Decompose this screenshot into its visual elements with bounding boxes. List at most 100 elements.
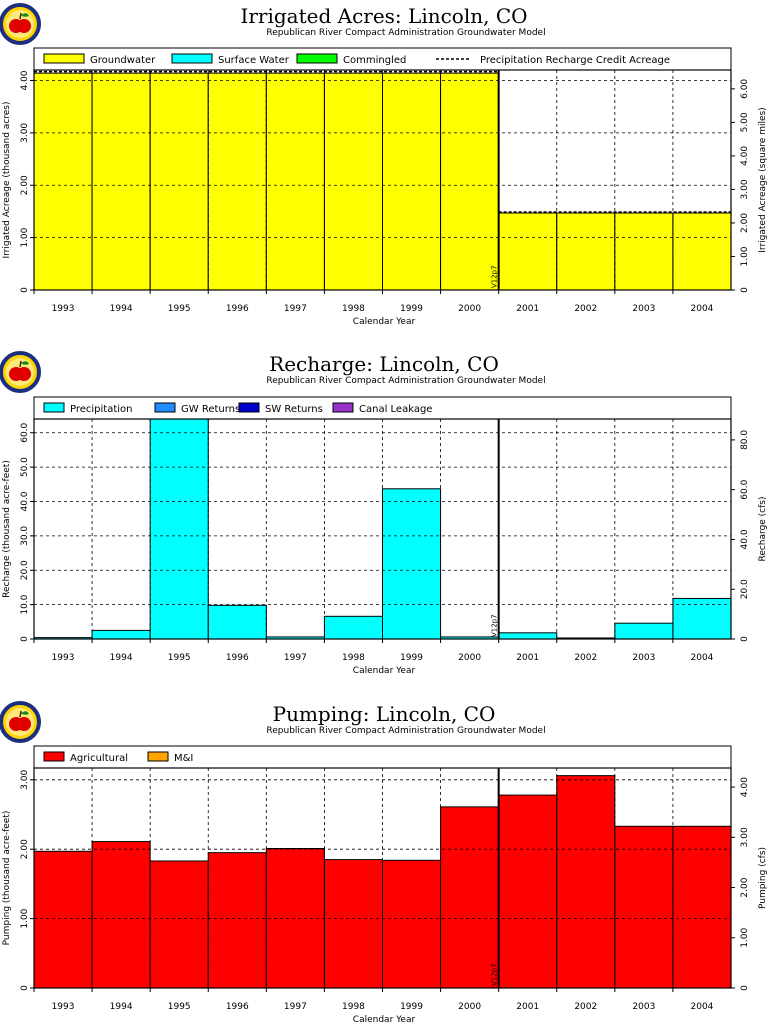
x-tick-label: 1993 [52,1002,75,1012]
x-tick-label: 2003 [632,653,655,663]
y-axis-title: Recharge (thousand acre-feet) [2,460,12,598]
version-marker-label: V12p7 [491,265,499,288]
legend-label: Agricultural [70,753,128,764]
bar-2004 [672,825,732,989]
grid-lines [34,70,731,290]
x-axis-title: Calendar Year [353,666,416,676]
y-tick-label: 30.0 [20,526,30,546]
y2-tick-label: 4.00 [740,777,750,797]
legend-label: GW Returns [181,404,240,415]
x-tick-label: 2004 [691,1002,714,1012]
chart-subtitle: Republican River Compact Administration … [266,28,545,38]
y-tick-label: 0 [20,636,30,642]
x-tick-label: 1997 [284,304,307,314]
x-tick-label: 1998 [342,304,365,314]
y-axis-title: Irrigated Acreage (thousand acres) [2,101,12,258]
bar-2003 [614,212,674,291]
bar-1995 [149,418,209,640]
x-tick-label: 1994 [110,1002,133,1012]
y2-tick-label: 0 [740,287,750,293]
y-tick-label: 20.0 [20,560,30,580]
apple-stem-2 [19,360,22,368]
legend-label: Precipitation Recharge Credit Acreage [480,55,670,66]
apple-leaf-3 [21,711,29,715]
y2-axis-title: Pumping (cfs) [758,847,768,909]
y-tick-label: 3.00 [20,770,30,790]
y2-tick-label: 1.00 [740,246,750,266]
y-tick-label: 4.00 [20,70,30,90]
bar-1994 [91,72,151,291]
y2-tick-label: 3.00 [740,827,750,847]
y2-tick-label: 0 [740,636,750,642]
x-tick-label: 1995 [168,304,191,314]
y2-tick-label: 80.0 [740,430,750,450]
bar-2001 [498,212,558,291]
recharge-credit-line [34,70,731,213]
apple-leaf-2 [21,361,29,365]
x-tick-label: 2002 [574,1002,597,1012]
legend-label: Commingled [343,55,406,66]
legend-swatch [147,751,169,762]
y2-tick-label: 4.00 [740,146,750,166]
bar-1996 [207,852,267,989]
bar-1993 [33,72,93,291]
legend-swatch [43,53,85,64]
x-tick-label: 2000 [458,304,481,314]
bar-1997 [265,72,325,291]
bar-1999 [382,72,442,291]
y-axis-title: Pumping (thousand acre-feet) [2,811,12,946]
bar-2002 [556,775,616,989]
x-tick-label: 1994 [110,653,133,663]
apple-right-1 [17,19,31,33]
bar-2003 [614,825,674,989]
legend-swatch [43,402,65,413]
bar-1998 [323,615,383,640]
bar-1995 [149,72,209,291]
y2-axis-title: Recharge (cfs) [758,496,768,561]
x-tick-label: 1993 [52,304,75,314]
apple-leaf-1 [21,13,29,17]
y-tick-label: 50.0 [20,457,30,477]
legend-label: Canal Leakage [359,404,432,415]
x-tick-label: 2001 [516,653,539,663]
x-tick-label: 1997 [284,653,307,663]
bar-1996 [207,604,267,640]
x-tick-label: 1996 [226,1002,249,1012]
x-tick-label: 2003 [632,1002,655,1012]
legend-swatch [43,751,65,762]
bar-1994 [91,629,151,640]
bar-2003 [614,622,674,640]
y2-tick-label: 1.00 [740,927,750,947]
x-tick-label: 2000 [458,1002,481,1012]
bar-2001 [498,632,558,640]
legend-label: M&I [174,753,193,764]
y-tick-label: 10.0 [20,594,30,614]
legend-swatch [296,53,338,64]
x-tick-label: 1998 [342,1002,365,1012]
apple-stem-1 [19,12,22,20]
bar-2001 [498,794,558,989]
y2-tick-label: 2.00 [740,213,750,233]
grid-lines [34,768,731,988]
bar-1993 [33,850,93,989]
y2-tick-label: 6.00 [740,79,750,99]
x-axis-title: Calendar Year [353,317,416,327]
x-tick-label: 1994 [110,304,133,314]
x-tick-label: 2000 [458,653,481,663]
legend-label: SW Returns [265,404,323,415]
bar-1998 [323,72,383,291]
version-marker-label: V12p7 [491,614,499,637]
legend-swatch [238,402,260,413]
chart-subtitle: Republican River Compact Administration … [266,376,545,386]
apple-right-3 [17,717,31,731]
bar-1999 [382,859,442,989]
y2-tick-label: 60.0 [740,479,750,499]
y-tick-label: 0 [20,985,30,991]
legend-box [33,745,732,769]
legend-swatch [154,402,176,413]
legend-swatch [332,402,354,413]
